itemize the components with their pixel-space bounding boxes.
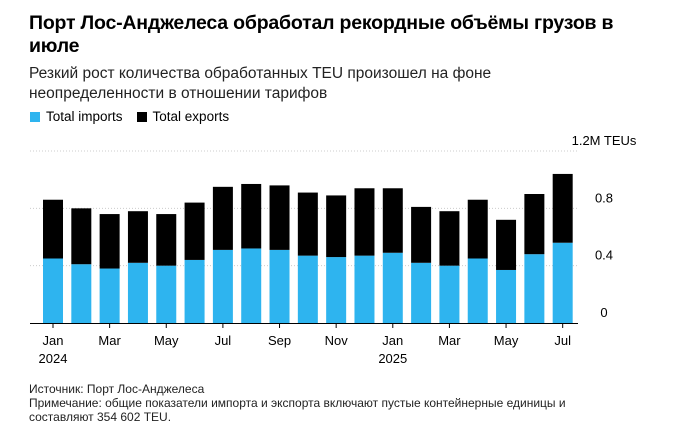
bar-imports [552, 242, 573, 323]
bar-imports [439, 265, 460, 323]
y-tick-label: 1.2M TEUs [572, 133, 637, 148]
x-tick-label: Nov [325, 333, 349, 348]
bar-imports [326, 257, 347, 323]
legend-item-imports: Total imports [30, 109, 123, 124]
legend-label-exports: Total exports [152, 109, 230, 124]
bar-imports [297, 255, 318, 323]
stacked-bar-chart: 0 0.4 0.8 1.2M TEUs Jan 2024 Mar May Jul Sep Nov Ja… [30, 133, 637, 366]
bar-imports [43, 258, 63, 323]
bar-imports [382, 252, 403, 323]
x-tick-label: Jul [554, 333, 571, 348]
bar-exports [269, 185, 290, 250]
bar-imports [99, 268, 120, 323]
bar-exports [411, 206, 432, 263]
bar-exports [184, 202, 205, 260]
bar-exports [467, 199, 488, 259]
bar-imports [127, 262, 148, 323]
bar-imports [467, 258, 488, 323]
footnote: Примечание: общие показатели импорта и э… [29, 396, 566, 424]
footer: Источник: Порт Лос-Анджелеса Примечание:… [29, 382, 629, 424]
bar-exports [71, 208, 92, 265]
bar-imports [241, 248, 262, 323]
bar-exports [354, 188, 375, 256]
x-tick-label: Jan [43, 333, 64, 348]
x-tick-label: May [494, 333, 519, 348]
legend-item-exports: Total exports [136, 109, 230, 124]
x-tick-label: Mar [98, 333, 121, 348]
x-tick-label: Sep [268, 333, 291, 348]
bar-exports [156, 214, 177, 266]
x-tick-label: Jul [215, 333, 232, 348]
source-note: Источник: Порт Лос-Анджелеса [29, 382, 205, 396]
bar-imports [524, 254, 545, 323]
x-year-label: 2025 [378, 351, 407, 366]
bar-imports [269, 249, 290, 323]
x-tick-label: Mar [438, 333, 461, 348]
legend-label-imports: Total imports [46, 109, 123, 124]
bar-exports [127, 211, 148, 263]
bar-imports [411, 262, 432, 323]
y-tick-label: 0 [600, 305, 607, 320]
bar-imports [184, 259, 205, 323]
legend-swatch-exports [136, 111, 147, 122]
bar-exports [326, 195, 347, 258]
bar-exports [212, 186, 233, 250]
bar-exports [552, 173, 573, 243]
bar-exports [43, 199, 63, 259]
x-year-label: 2024 [39, 351, 68, 366]
bar-exports [241, 183, 262, 249]
legend: Total imports Total exports [30, 109, 229, 124]
legend-swatch-imports [30, 111, 40, 122]
bar-exports [99, 214, 120, 269]
bar-exports [524, 194, 545, 255]
bar-exports [496, 219, 517, 270]
y-tick-label: 0.4 [595, 248, 613, 263]
bar-imports [71, 264, 92, 323]
bar-imports [496, 269, 517, 323]
bar-imports [212, 249, 233, 323]
x-tick-label: May [154, 333, 179, 348]
chart-subtitle: Резкий рост количества обработанных TEU … [29, 65, 492, 102]
y-tick-label: 0.8 [595, 190, 613, 205]
bar-exports [382, 188, 403, 253]
x-tick-label: Jan [382, 333, 403, 348]
bar-exports [439, 211, 460, 266]
chart-title: Порт Лос-Анджелеса обработал рекордные о… [29, 12, 614, 57]
bar-imports [354, 255, 375, 323]
bar-imports [156, 265, 177, 323]
bar-exports [297, 192, 318, 256]
